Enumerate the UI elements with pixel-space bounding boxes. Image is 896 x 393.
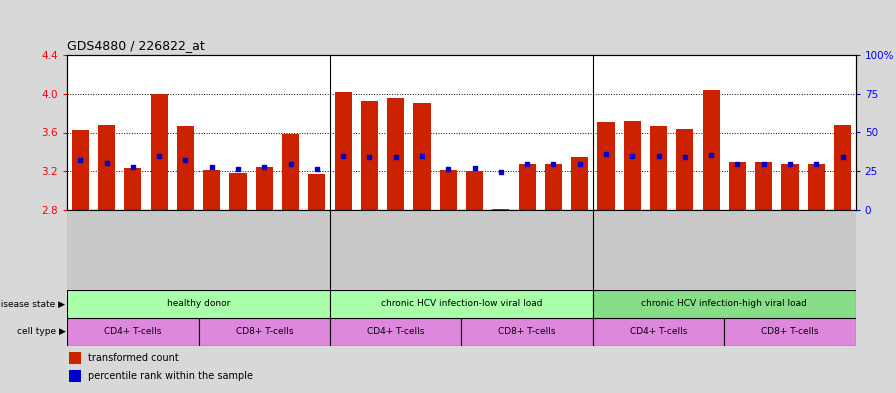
Bar — [724, 318, 856, 346]
Bar — [125, 168, 142, 210]
Point — [783, 160, 797, 167]
Bar — [98, 125, 116, 210]
Bar — [334, 92, 352, 210]
Text: CD8+ T-cells: CD8+ T-cells — [762, 327, 819, 336]
Point — [152, 152, 167, 159]
Bar — [151, 94, 168, 210]
Bar — [755, 162, 772, 210]
Bar — [361, 101, 378, 210]
Bar — [69, 370, 82, 382]
Bar — [67, 318, 199, 346]
Bar — [593, 290, 856, 318]
Point — [835, 154, 849, 160]
Bar — [781, 164, 798, 210]
Point — [73, 156, 88, 163]
Bar — [440, 170, 457, 210]
Bar — [69, 352, 82, 364]
Text: healthy donor: healthy donor — [167, 299, 230, 309]
Text: CD4+ T-cells: CD4+ T-cells — [367, 327, 425, 336]
Bar — [624, 121, 641, 210]
Bar — [519, 164, 536, 210]
Point — [494, 169, 508, 175]
Point — [310, 166, 324, 173]
Bar — [308, 174, 325, 210]
Point — [730, 161, 745, 167]
Point — [178, 156, 193, 163]
Point — [468, 165, 482, 171]
Point — [362, 154, 376, 160]
Point — [547, 161, 561, 167]
Point — [231, 166, 246, 173]
Point — [625, 152, 640, 159]
Text: cell type ▶: cell type ▶ — [16, 327, 65, 336]
Bar — [330, 318, 461, 346]
Point — [520, 161, 534, 167]
Text: transformed count: transformed count — [88, 353, 178, 363]
Point — [283, 160, 297, 167]
Bar — [203, 170, 220, 210]
Point — [336, 152, 350, 159]
Bar — [199, 318, 330, 346]
Point — [415, 152, 429, 159]
Bar — [413, 103, 431, 210]
Bar — [676, 129, 694, 210]
Text: GDS4880 / 226822_at: GDS4880 / 226822_at — [67, 39, 205, 52]
Bar — [807, 164, 825, 210]
Point — [257, 164, 271, 171]
Bar — [461, 318, 593, 346]
Point — [704, 152, 719, 158]
Bar — [72, 130, 89, 210]
Text: CD4+ T-cells: CD4+ T-cells — [104, 327, 161, 336]
Point — [125, 164, 140, 171]
Point — [677, 154, 692, 160]
Text: CD8+ T-cells: CD8+ T-cells — [236, 327, 293, 336]
Text: CD4+ T-cells: CD4+ T-cells — [630, 327, 687, 336]
Bar — [67, 290, 330, 318]
Text: percentile rank within the sample: percentile rank within the sample — [88, 371, 253, 381]
Text: chronic HCV infection-high viral load: chronic HCV infection-high viral load — [642, 299, 807, 309]
Bar — [598, 122, 615, 210]
Bar — [492, 209, 510, 210]
Point — [204, 164, 219, 171]
Bar — [177, 126, 194, 210]
Bar — [702, 90, 719, 210]
Text: disease state ▶: disease state ▶ — [0, 299, 65, 309]
Point — [389, 154, 403, 160]
Bar — [229, 173, 246, 210]
Bar — [571, 157, 589, 210]
Bar — [593, 318, 724, 346]
Bar — [466, 171, 483, 210]
Bar — [650, 126, 668, 210]
Point — [99, 160, 114, 166]
Bar — [545, 163, 562, 210]
Point — [651, 152, 666, 159]
Point — [599, 151, 613, 157]
Bar — [834, 125, 851, 210]
Point — [441, 166, 455, 173]
Text: CD8+ T-cells: CD8+ T-cells — [498, 327, 556, 336]
Bar — [728, 162, 746, 210]
Point — [809, 161, 823, 167]
Point — [573, 160, 587, 167]
Bar — [387, 97, 404, 210]
Point — [756, 160, 771, 167]
Bar — [255, 167, 273, 210]
Bar — [282, 134, 299, 210]
Bar — [330, 290, 593, 318]
Text: chronic HCV infection-low viral load: chronic HCV infection-low viral load — [381, 299, 542, 309]
